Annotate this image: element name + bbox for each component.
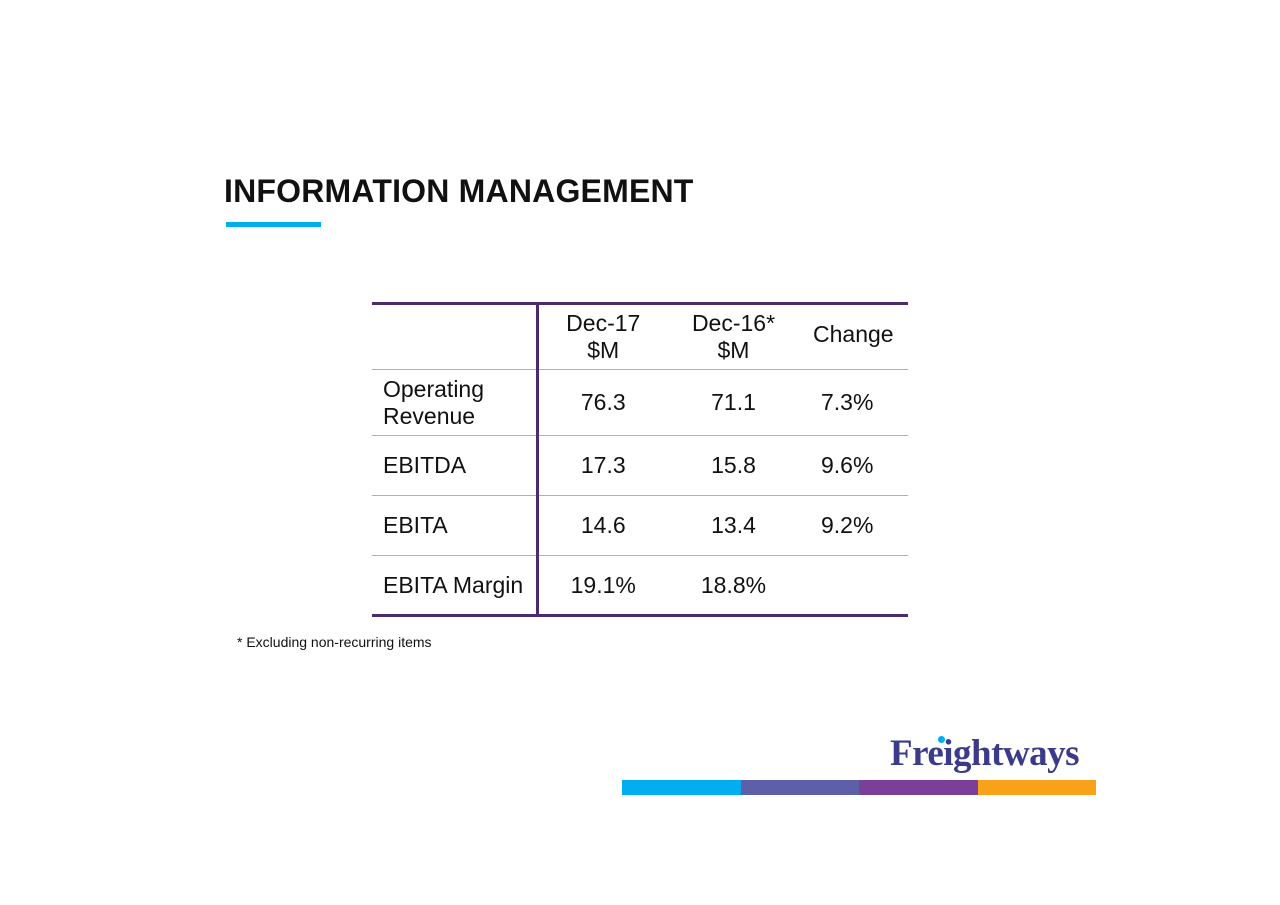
cell-dec16: 18.8% bbox=[700, 571, 767, 598]
row-label-line-1: Operating bbox=[383, 375, 485, 402]
header-label-cell bbox=[372, 303, 539, 370]
cell-dec16: 15.8 bbox=[711, 452, 756, 478]
header-dec16-unit: $M bbox=[717, 337, 750, 363]
row-label: EBITA Margin bbox=[372, 555, 539, 616]
color-bar-segment-purple bbox=[859, 780, 978, 795]
table-row-ebita-margin: EBITA Margin 19.1% 18.8% bbox=[372, 555, 908, 616]
color-bar-segment-slate bbox=[740, 780, 859, 795]
brand-color-bar bbox=[622, 780, 1096, 795]
cell-dec17: 76.3 bbox=[580, 389, 626, 415]
header-dec17-unit: $M bbox=[587, 337, 620, 363]
header-dec17-period: Dec-17 bbox=[566, 310, 641, 336]
color-bar-segment-blue bbox=[622, 780, 741, 795]
table-row-operating-revenue: Operating Revenue 76.3 71.1 7.3% bbox=[372, 369, 908, 436]
cell-dec17: 17.3 bbox=[580, 452, 626, 478]
cell-dec16: 71.1 bbox=[711, 389, 756, 415]
title-underline bbox=[226, 222, 321, 227]
cell-change: 9.2% bbox=[821, 512, 874, 538]
footnote: * Excluding non-recurring items bbox=[237, 634, 432, 650]
header-change: Change bbox=[813, 320, 894, 347]
table-row-ebita: EBITA 14.6 13.4 9.2% bbox=[372, 495, 908, 556]
color-bar-segment-orange bbox=[977, 780, 1096, 795]
row-label: EBITA bbox=[372, 495, 539, 556]
logo-dot-icon bbox=[938, 736, 945, 743]
cell-change bbox=[799, 556, 908, 616]
cell-change: 9.6% bbox=[821, 452, 874, 478]
row-label-line-2: Revenue bbox=[383, 402, 476, 429]
table-header-row: Dec-17 $M Dec-16* $M Change bbox=[372, 303, 908, 370]
header-dec16-period: Dec-16* bbox=[691, 310, 776, 336]
cell-dec17: 14.6 bbox=[580, 512, 626, 538]
freightways-logo: Freightways bbox=[890, 733, 1080, 774]
table-row-ebitda: EBITDA 17.3 15.8 9.6% bbox=[372, 435, 908, 496]
slide-title: INFORMATION MANAGEMENT bbox=[224, 173, 694, 209]
header-dec17: Dec-17 $M bbox=[537, 304, 668, 370]
cell-dec16: 13.4 bbox=[711, 512, 756, 538]
row-label: EBITDA bbox=[372, 435, 539, 496]
cell-dec17: 19.1% bbox=[570, 571, 636, 598]
financial-table: Dec-17 $M Dec-16* $M Change Operating Re… bbox=[372, 302, 908, 617]
cell-change: 7.3% bbox=[821, 389, 874, 415]
row-label: Operating Revenue bbox=[372, 369, 539, 436]
header-dec16: Dec-16* $M bbox=[668, 304, 799, 370]
